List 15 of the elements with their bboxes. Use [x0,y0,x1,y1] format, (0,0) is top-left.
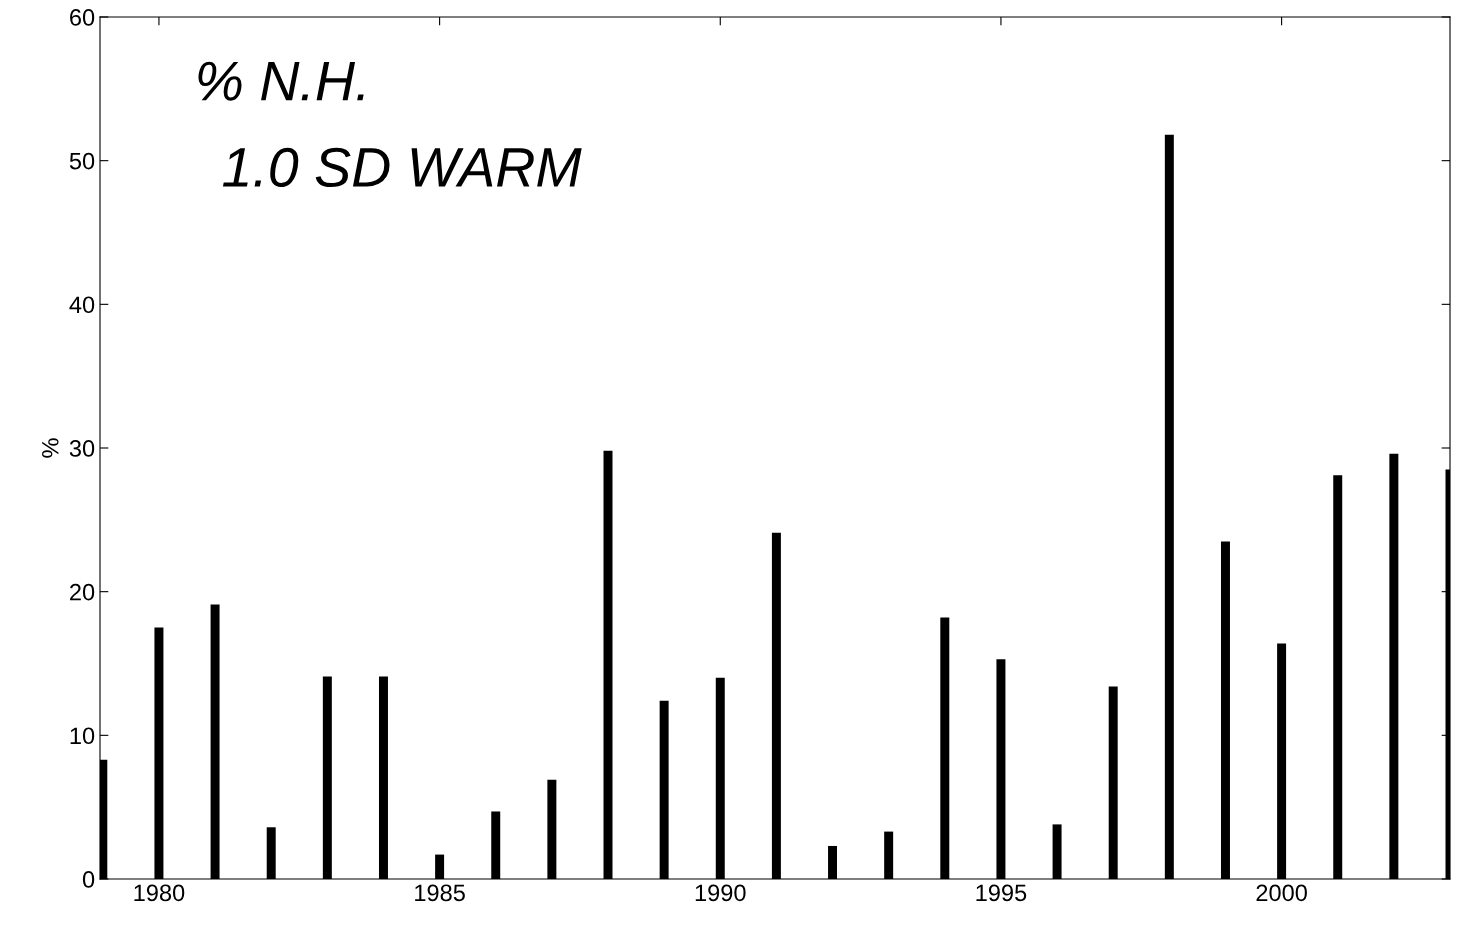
y-tick-label: 20 [70,583,95,601]
y-tick-label: 30 [69,440,95,457]
y-tick-label: 60 [70,9,95,26]
x-tick-label: 1990 [695,884,746,902]
y-axis-title: % [42,438,59,458]
y-tick-label: 40 [69,296,95,314]
x-tick-label: 1995 [976,884,1027,902]
x-tick-label: 1980 [134,884,185,902]
y-tick-label: 0 [82,871,95,888]
y-tick-label: 10 [70,727,95,745]
x-tick-label: 2000 [1256,884,1307,902]
annotation: % N.H. [198,61,364,101]
annotation: 1.0 SD WARM [222,147,582,188]
y-tick-label: 50 [69,152,95,170]
x-tick-label: 1985 [415,884,465,902]
